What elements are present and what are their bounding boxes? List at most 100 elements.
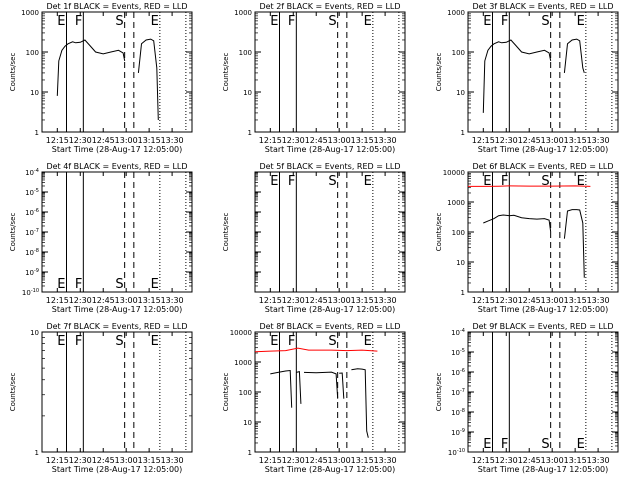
series-events-line: [270, 369, 293, 408]
y-tick-label: 10-10: [22, 288, 39, 297]
y-tick-label: 10-9: [451, 428, 465, 437]
chart-title: Det 4f BLACK = Events, RED = LLD: [46, 162, 187, 171]
x-tick-label: 12:30: [282, 136, 305, 145]
x-tick-label: 13:00: [115, 456, 138, 465]
y-tick-label: 10-4: [25, 168, 39, 177]
x-tick-label: 12:30: [495, 296, 518, 305]
x-tick-label: 12:15: [472, 456, 495, 465]
x-tick-label: 12:45: [92, 296, 115, 305]
series-events-line: [339, 372, 345, 399]
x-tick-label: 13:30: [587, 456, 610, 465]
marker-label: E: [483, 174, 491, 189]
marker-label: E: [270, 14, 278, 29]
panel-det-3: Det 3f BLACK = Events, RED = LLD 12:15 12:…: [435, 2, 619, 154]
y-tick-label: 10: [243, 89, 252, 97]
x-tick-label: 13:15: [351, 136, 374, 145]
chart-title: Det 5f BLACK = Events, RED = LLD: [259, 162, 400, 171]
x-tick-label: 12:15: [472, 136, 495, 145]
x-tick-label: 12:45: [305, 136, 328, 145]
series-events-line: [482, 39, 552, 113]
x-tick-label: 12:30: [495, 136, 518, 145]
marker-label: E: [364, 334, 372, 349]
y-tick-label: 10-7: [25, 228, 39, 237]
plot-frame: [41, 171, 193, 293]
x-axis-label: Start Time (28-Aug-17 12:05:00): [52, 145, 183, 154]
x-tick-label: 12:30: [495, 456, 518, 465]
series-events-line: [483, 214, 552, 233]
x-tick-label: 13:00: [541, 296, 564, 305]
panel-det-9: Det 9f BLACK = Events, RED = LLD 12:15 12:…: [435, 322, 619, 474]
x-tick-label: 13:15: [138, 456, 161, 465]
x-tick-label: 13:15: [564, 456, 587, 465]
y-axis-label: Counts/sec: [222, 373, 230, 412]
y-tick-label: 1: [461, 289, 465, 297]
marker-label: E: [577, 174, 585, 189]
x-axis-label: Start Time (28-Aug-17 12:05:00): [265, 145, 396, 154]
x-axis-label: Start Time (28-Aug-17 12:05:00): [478, 465, 609, 474]
y-tick-label: 10: [456, 89, 465, 97]
chart-title: Det 8f BLACK = Events, RED = LLD: [259, 322, 400, 331]
x-tick-label: 12:15: [472, 296, 495, 305]
marker-label: E: [57, 334, 65, 349]
series-events-line: [351, 368, 369, 438]
y-tick-label: 100: [239, 49, 252, 57]
x-tick-label: 12:30: [282, 456, 305, 465]
marker-label: S: [328, 334, 336, 349]
x-tick-label: 12:15: [46, 456, 69, 465]
chart-title: Det 3f BLACK = Events, RED = LLD: [472, 2, 613, 11]
y-tick-label: 10-5: [25, 188, 39, 197]
x-tick-label: 12:15: [259, 296, 282, 305]
x-tick-label: 13:30: [374, 456, 397, 465]
x-tick-label: 12:30: [69, 296, 92, 305]
y-tick-label: 10: [243, 419, 252, 427]
marker-label: E: [364, 174, 372, 189]
x-axis-label: Start Time (28-Aug-17 12:05:00): [265, 305, 396, 314]
x-tick-label: 13:00: [328, 136, 351, 145]
marker-label: S: [541, 14, 549, 29]
x-tick-label: 12:45: [518, 296, 541, 305]
x-tick-label: 12:15: [259, 136, 282, 145]
x-tick-label: 12:30: [69, 136, 92, 145]
x-tick-label: 12:15: [259, 456, 282, 465]
marker-label: F: [501, 14, 508, 29]
plot-frame: [41, 331, 193, 453]
marker-label: F: [288, 334, 295, 349]
x-tick-label: 13:00: [328, 296, 351, 305]
marker-label: E: [151, 277, 159, 292]
y-tick-label: 1000: [21, 9, 39, 17]
marker-label: S: [541, 437, 549, 452]
y-tick-label: 1000: [234, 359, 252, 367]
chart-title: Det 6f BLACK = Events, RED = LLD: [472, 162, 613, 171]
series-events-line: [563, 38, 585, 74]
chart-title: Det 9f BLACK = Events, RED = LLD: [472, 322, 613, 331]
chart-title: Det 1f BLACK = Events, RED = LLD: [46, 2, 187, 11]
marker-label: F: [501, 174, 508, 189]
y-axis-label: Counts/sec: [9, 53, 17, 92]
marker-label: E: [364, 14, 372, 29]
y-tick-label: 1: [461, 129, 465, 137]
y-tick-label: 100: [452, 49, 465, 57]
series-events-line: [296, 370, 302, 404]
x-tick-label: 12:15: [46, 296, 69, 305]
marker-label: E: [270, 334, 278, 349]
y-tick-label: 10-6: [451, 368, 465, 377]
x-tick-label: 13:00: [115, 136, 138, 145]
x-tick-label: 13:30: [161, 296, 184, 305]
y-tick-label: 10: [30, 89, 39, 97]
y-axis-label: Counts/sec: [222, 213, 230, 252]
plot-frame: [254, 171, 406, 293]
y-tick-label: 10: [30, 329, 39, 337]
marker-label: S: [541, 174, 549, 189]
x-axis-label: Start Time (28-Aug-17 12:05:00): [52, 465, 183, 474]
series-events-line: [303, 371, 339, 399]
marker-label: F: [75, 14, 82, 29]
y-tick-label: 100: [26, 49, 39, 57]
marker-label: E: [483, 437, 491, 452]
x-tick-label: 12:45: [305, 456, 328, 465]
